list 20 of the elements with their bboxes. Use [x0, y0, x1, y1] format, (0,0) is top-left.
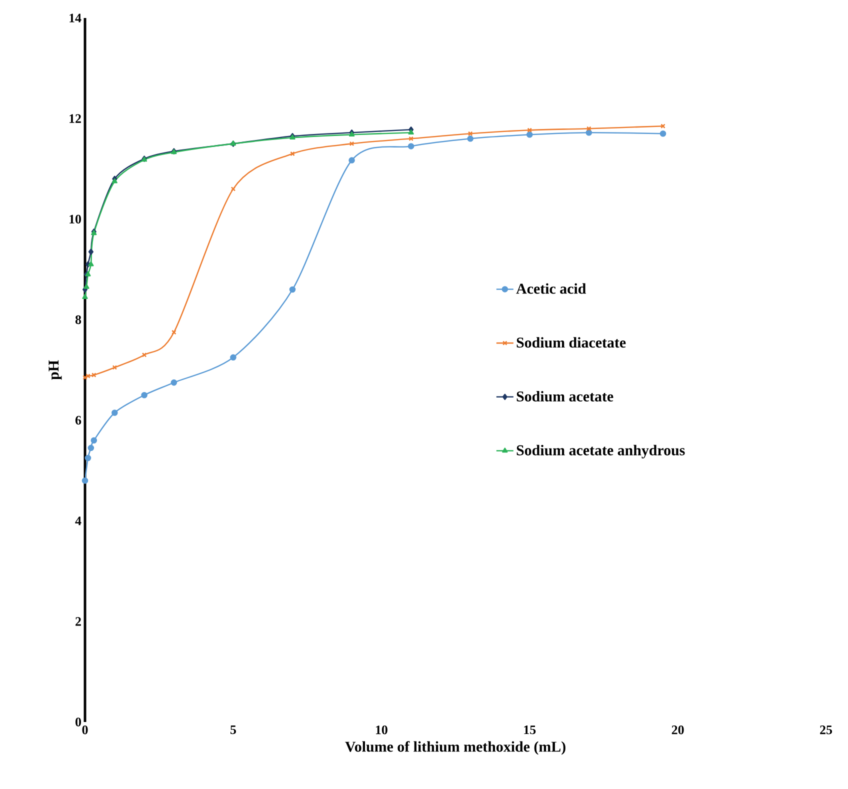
y-tick-label: 4	[75, 516, 82, 526]
y-tick-label: 14	[70, 14, 82, 22]
y-tick-label: 10	[70, 214, 81, 224]
y-tick-label: 6	[75, 416, 82, 425]
y-tick-label: 12	[70, 114, 81, 123]
x-tick-label: 20	[672, 726, 684, 734]
y-tick-label: 0	[76, 718, 81, 726]
y-tick-label: 2	[76, 617, 81, 626]
legend-label: Sodium acetate	[516, 390, 614, 402]
legend-label: Sodium acetate anhydrous	[516, 444, 685, 458]
y-tick-label: 8	[75, 315, 82, 324]
x-axis-title: Volume of lithium methoxide (mL)	[345, 741, 566, 755]
y-axis-title: pH	[48, 360, 62, 380]
legend-label: Sodium diacetate	[516, 337, 626, 348]
x-tick-label: 10	[376, 726, 388, 734]
x-tick-label: 5	[230, 726, 236, 734]
x-tick-label: 0	[82, 726, 88, 734]
x-tick-label: 25	[820, 726, 832, 734]
legend-label: Acetic acid	[516, 283, 586, 294]
x-tick-label: 15	[524, 726, 536, 734]
